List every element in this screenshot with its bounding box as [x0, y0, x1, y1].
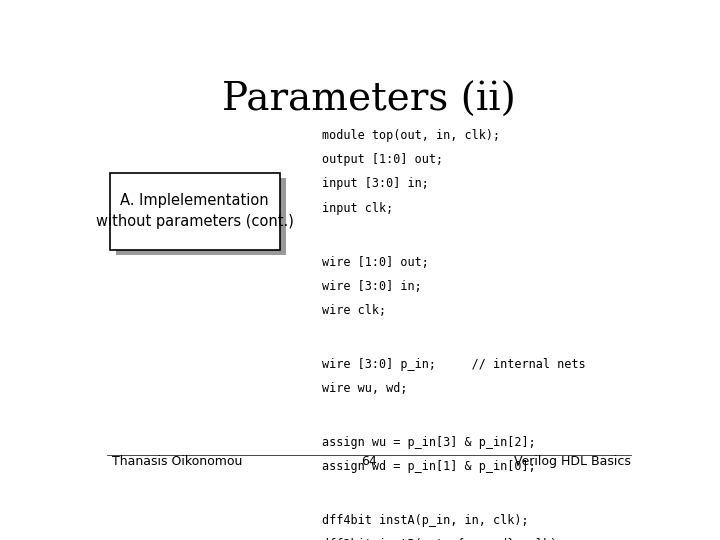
Text: input clk;: input clk;	[322, 201, 393, 214]
Text: wire [1:0] out;: wire [1:0] out;	[322, 255, 428, 269]
Text: wire wu, wd;: wire wu, wd;	[322, 382, 407, 395]
Bar	[109, 173, 279, 250]
Text: dff4bit instA(p_in, in, clk);: dff4bit instA(p_in, in, clk);	[322, 514, 528, 527]
Bar	[116, 178, 287, 255]
Text: 64: 64	[361, 455, 377, 468]
Text: output [1:0] out;: output [1:0] out;	[322, 153, 443, 166]
Text: input [3:0] in;: input [3:0] in;	[322, 178, 428, 191]
Text: wire clk;: wire clk;	[322, 304, 386, 317]
Text: A. Implelementation: A. Implelementation	[120, 193, 269, 208]
Text: Verilog HDL Basics: Verilog HDL Basics	[514, 455, 631, 468]
Text: assign wu = p_in[3] & p_in[2];: assign wu = p_in[3] & p_in[2];	[322, 436, 535, 449]
Text: wire [3:0] in;: wire [3:0] in;	[322, 280, 421, 293]
Text: without parameters (cont.): without parameters (cont.)	[96, 214, 294, 230]
Text: dff2bit instB(out, {wu, wd}, clk);: dff2bit instB(out, {wu, wd}, clk);	[322, 538, 564, 540]
Text: assign wd = p_in[1] & p_in[0];: assign wd = p_in[1] & p_in[0];	[322, 460, 535, 473]
Text: Parameters (ii): Parameters (ii)	[222, 82, 516, 118]
Text: module top(out, in, clk);: module top(out, in, clk);	[322, 129, 500, 142]
Text: wire [3:0] p_in;     // internal nets: wire [3:0] p_in; // internal nets	[322, 358, 585, 371]
Text: Thanasis Oikonomou: Thanasis Oikonomou	[112, 455, 243, 468]
